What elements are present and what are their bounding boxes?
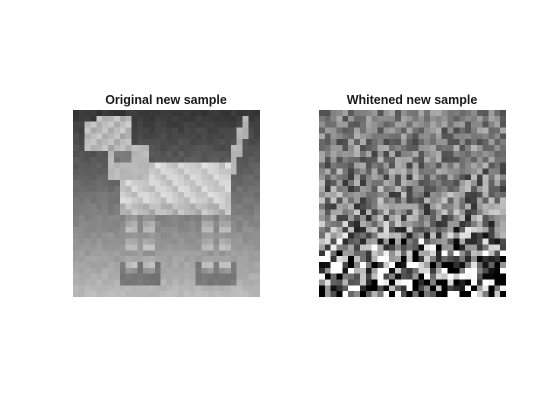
whitened-sample-title: Whitened new sample: [346, 93, 478, 107]
original-sample-image: [73, 110, 260, 297]
original-sample-title: Original new sample: [105, 93, 227, 107]
whitened-sample-image: [319, 110, 506, 297]
